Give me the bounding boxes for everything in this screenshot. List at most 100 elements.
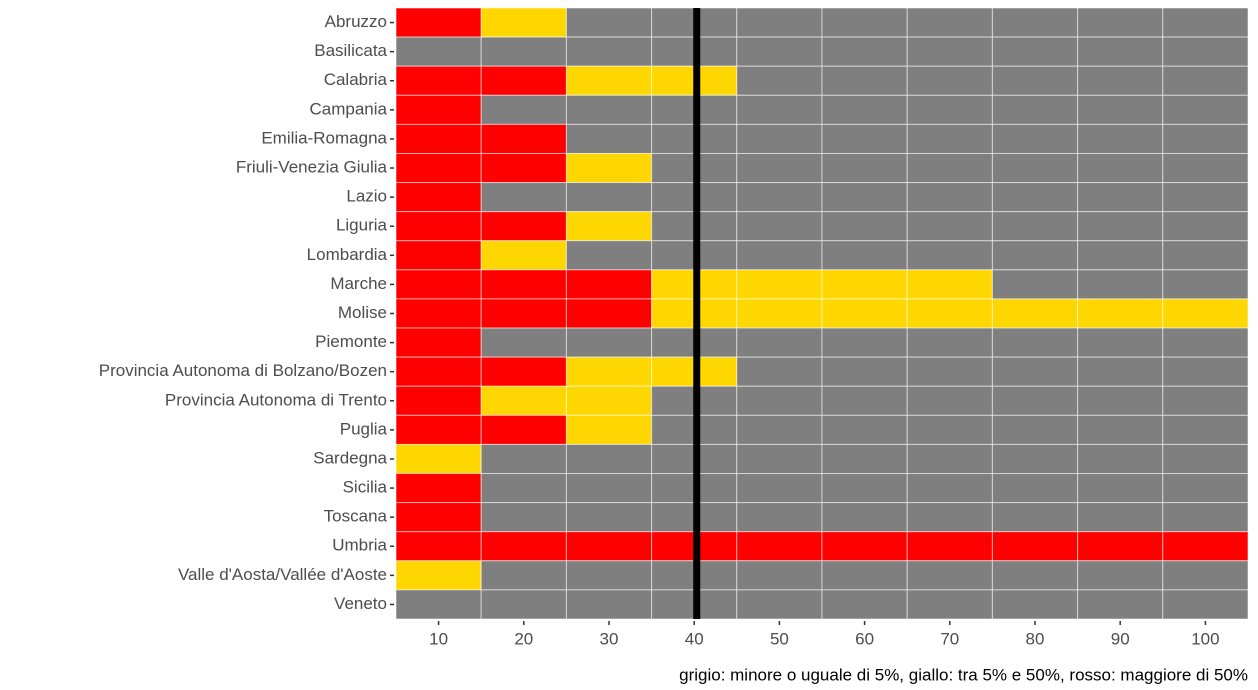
tile: [480, 560, 567, 591]
y-tick-label: Sicilia: [343, 478, 388, 497]
tile: [480, 65, 567, 96]
tile: [736, 327, 823, 358]
y-tick-label: Molise: [338, 303, 387, 322]
tile: [991, 443, 1079, 475]
y-tick-label: Piemonte: [315, 332, 387, 351]
tile: [821, 473, 908, 504]
tile: [1162, 443, 1249, 475]
tile: [395, 211, 482, 242]
tile: [736, 298, 823, 329]
tile: [736, 152, 823, 184]
tile: [991, 211, 1079, 242]
tile: [821, 65, 908, 96]
x-tick-label: 80: [1026, 629, 1045, 648]
tile: [1077, 443, 1164, 475]
tile: [565, 152, 653, 184]
tile: [991, 502, 1079, 533]
tile: [1077, 589, 1164, 620]
tile: [991, 589, 1079, 620]
tile: [906, 560, 993, 591]
tile: [1077, 473, 1164, 504]
tile: [906, 36, 993, 67]
tile: [395, 123, 482, 154]
tile: [906, 502, 993, 533]
tile: [395, 36, 482, 67]
tile: [1077, 298, 1164, 329]
tile: [1077, 152, 1164, 184]
y-tick-label: Calabria: [324, 70, 388, 89]
tile: [906, 123, 993, 154]
tile: [480, 269, 567, 300]
tile: [565, 356, 653, 387]
tile: [565, 123, 653, 154]
tile: [1162, 123, 1249, 154]
tile: [821, 502, 908, 533]
y-tick-label: Provincia Autonoma di Bolzano/Bozen: [99, 361, 387, 380]
tile: [736, 269, 823, 300]
tile: [480, 211, 567, 242]
tile: [480, 589, 567, 620]
x-tick-label: 40: [685, 629, 704, 648]
tile: [1162, 560, 1249, 591]
tile: [991, 531, 1079, 562]
tile: [991, 123, 1079, 154]
y-tick-label: Lazio: [346, 187, 387, 206]
tile: [395, 240, 482, 271]
tile: [395, 7, 482, 38]
tile: [991, 414, 1079, 445]
tile: [906, 531, 993, 562]
tile: [1077, 385, 1164, 416]
tile: [736, 36, 823, 67]
tile: [821, 298, 908, 329]
tile: [821, 560, 908, 591]
tile: [1077, 560, 1164, 591]
x-tick-label: 60: [855, 629, 874, 648]
tile: [736, 65, 823, 96]
tile: [1162, 502, 1249, 533]
tile: [565, 560, 653, 591]
tile: [480, 502, 567, 533]
tile: [991, 327, 1079, 358]
tile: [736, 473, 823, 504]
tile: [991, 560, 1079, 591]
tile: [821, 531, 908, 562]
x-tick-label: 30: [600, 629, 619, 648]
tile: [736, 589, 823, 620]
tile: [395, 473, 482, 504]
tile: [1077, 36, 1164, 67]
tile: [565, 531, 653, 562]
tile: [480, 152, 567, 184]
tile: [906, 7, 993, 38]
tile: [1162, 385, 1249, 416]
x-tick-label: 90: [1111, 629, 1130, 648]
tile: [906, 269, 993, 300]
tile: [480, 36, 567, 67]
tile: [480, 298, 567, 329]
tile: [395, 182, 482, 213]
tile: [821, 327, 908, 358]
tile: [480, 182, 567, 213]
tile: [821, 356, 908, 387]
tile: [821, 36, 908, 67]
tile: [1077, 240, 1164, 271]
tile: [480, 414, 567, 445]
tile: [565, 211, 653, 242]
tile: [821, 211, 908, 242]
tile: [991, 152, 1079, 184]
tile: [736, 531, 823, 562]
tile: [1077, 123, 1164, 154]
tile: [906, 65, 993, 96]
tile: [1162, 356, 1249, 387]
tile: [736, 356, 823, 387]
tile: [906, 589, 993, 620]
tile: [991, 36, 1079, 67]
tile: [1162, 94, 1249, 125]
tile: [1162, 327, 1249, 358]
tile: [736, 443, 823, 475]
tile: [565, 240, 653, 271]
tile: [565, 385, 653, 416]
tile: [1162, 182, 1249, 213]
y-tick-label: Sardegna: [313, 448, 387, 467]
tile: [565, 269, 653, 300]
tile: [821, 94, 908, 125]
